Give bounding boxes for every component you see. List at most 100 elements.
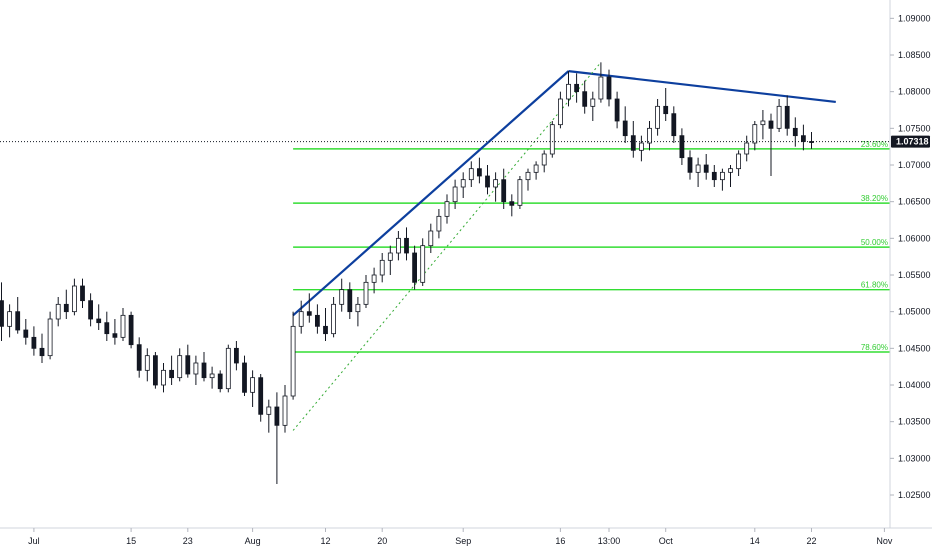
x-tick-label: Jul: [28, 536, 40, 546]
candle: [39, 333, 45, 363]
candle: [768, 113, 774, 176]
x-tick-label: 23: [183, 536, 193, 546]
candle: [185, 344, 191, 378]
candle: [355, 297, 361, 327]
candle: [703, 154, 709, 180]
candle: [752, 121, 758, 151]
candle: [136, 337, 142, 378]
candle: [363, 275, 369, 308]
fib-level-label: 78.60%: [861, 343, 888, 352]
plot-background: [0, 0, 890, 528]
candle: [120, 308, 126, 341]
fib-level-label: 38.20%: [861, 194, 888, 203]
y-axis-ticks: 1.09000 1.08500 1.08000 1.07500 1.07000 1.065…: [890, 13, 931, 500]
candle: [152, 352, 158, 389]
candle: [744, 135, 750, 162]
candle: [476, 157, 482, 184]
candle: [444, 194, 450, 224]
candle: [217, 370, 223, 393]
candle: [306, 293, 312, 323]
x-tick-label: Nov: [876, 536, 893, 546]
candle: [525, 168, 531, 191]
candle: [711, 165, 717, 187]
candle: [331, 297, 337, 338]
candle: [242, 355, 247, 396]
y-tick-label: 1.02500: [898, 490, 931, 500]
candle: [339, 278, 345, 312]
candle: [420, 238, 426, 286]
candle: [258, 374, 264, 422]
candle: [404, 227, 409, 261]
candle: [460, 172, 466, 198]
candle: [509, 194, 515, 217]
candle: [720, 168, 725, 191]
y-tick-label: 1.03500: [898, 417, 931, 427]
candle: [639, 135, 644, 162]
y-tick-label: 1.04000: [898, 380, 931, 390]
y-tick-label: 1.07500: [898, 123, 931, 133]
candle: [606, 69, 612, 107]
candle: [736, 150, 741, 176]
candle: [452, 179, 458, 209]
candle: [0, 282, 4, 341]
candle: [72, 278, 77, 316]
fib-level-label: 61.80%: [861, 281, 888, 290]
x-axis-ticks: Jul 15 23 Aug 12 20 Sep 16 13:00 Oct 14 22 Nov: [28, 528, 893, 546]
candle: [655, 99, 660, 136]
candle: [274, 392, 280, 484]
candle: [395, 231, 401, 261]
candle: [493, 172, 499, 202]
candle: [347, 282, 353, 319]
y-tick-label: 1.03000: [898, 453, 931, 463]
candle: [728, 165, 733, 187]
candle: [663, 88, 669, 121]
candle: [614, 91, 620, 129]
candle: [128, 311, 134, 349]
candle: [144, 348, 150, 382]
y-tick-label: 1.07000: [898, 160, 931, 170]
candle: [582, 80, 588, 114]
candle: [88, 293, 93, 327]
x-tick-label: Aug: [245, 536, 261, 546]
candle: [776, 99, 782, 132]
candle: [193, 355, 199, 385]
candle: [801, 124, 806, 151]
candle: [598, 62, 604, 103]
candle: [671, 106, 677, 143]
candle: [541, 150, 547, 173]
candle: [323, 308, 328, 341]
x-tick-label: 14: [750, 536, 760, 546]
candle: [55, 297, 61, 327]
candle: [428, 223, 434, 253]
candle: [687, 150, 693, 180]
current-price-label: 1.07318: [896, 137, 929, 147]
x-tick-label: 13:00: [598, 536, 621, 546]
candle: [225, 344, 231, 393]
candle: [533, 161, 539, 180]
candle: [501, 168, 507, 209]
y-tick-label: 1.06000: [898, 233, 931, 243]
candle: [31, 326, 37, 356]
trendline[interactable]: [292, 70, 570, 317]
trendlines: [292, 62, 836, 431]
fib-level-label: 23.60%: [861, 140, 888, 149]
x-tick-label: Sep: [455, 536, 471, 546]
x-tick-label: Oct: [659, 536, 674, 546]
candle: [574, 73, 579, 103]
candle: [161, 363, 166, 393]
candle: [298, 300, 304, 334]
candle: [177, 348, 183, 382]
y-tick-label: 1.05500: [898, 270, 931, 280]
candle: [169, 355, 175, 385]
x-tick-label: 16: [555, 536, 565, 546]
candle: [387, 245, 393, 275]
candle: [371, 267, 377, 294]
candle: [436, 209, 442, 239]
candle: [290, 311, 296, 400]
candle: [412, 245, 418, 290]
candle: [80, 278, 85, 308]
trendline[interactable]: [568, 70, 836, 104]
candle: [379, 253, 385, 283]
x-tick-label: 12: [320, 536, 330, 546]
